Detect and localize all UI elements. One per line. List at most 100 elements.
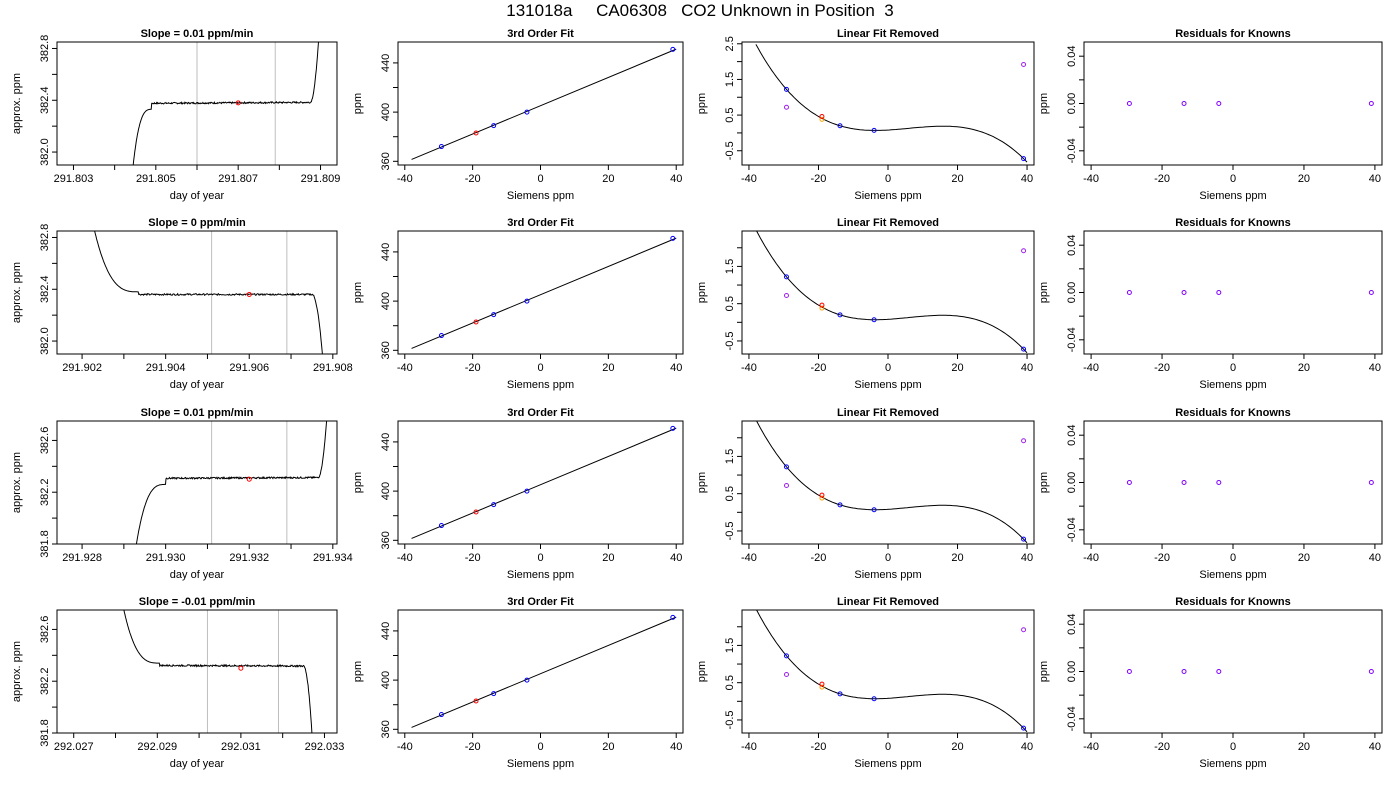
data-point — [837, 312, 843, 318]
y-axis-label: ppm — [696, 282, 708, 303]
x-tick-label: -40 — [741, 173, 757, 185]
x-tick-label: -20 — [811, 552, 827, 564]
y-axis-label: approx. ppm — [11, 262, 23, 323]
panel-r4c3: Linear Fit Removed -40 -20 0 20 40 -0.5 0.5 1.5 S… — [696, 596, 1035, 770]
y-tick-label: 382.2 — [39, 667, 51, 695]
y-tick-label: 0.04 — [1066, 424, 1078, 445]
panel-title: Slope = 0.01 ppm/min — [141, 28, 254, 40]
panel-r1c3: Linear Fit Removed -40 -20 0 20 40 -0.5 0.5 1.5 2… — [696, 28, 1035, 202]
x-tick-label: 40 — [1021, 362, 1033, 374]
x-tick-label: 20 — [1298, 741, 1310, 753]
y-tick-label: 382.6 — [39, 616, 51, 644]
x-tick-label: 291.904 — [146, 362, 186, 374]
x-axis-label: Siemens ppm — [854, 758, 921, 770]
x-tick-label: 0 — [885, 173, 891, 185]
x-tick-label: 40 — [670, 741, 682, 753]
x-tick-label: -40 — [1083, 741, 1099, 753]
x-tick-label: -40 — [741, 552, 757, 564]
x-axis-label: Siemens ppm — [854, 569, 921, 581]
y-tick-label: 0.04 — [1066, 45, 1078, 66]
x-tick-label: 40 — [1369, 362, 1381, 374]
data-point — [819, 114, 825, 120]
panel-r1c1: Slope = 0.01 ppm/min 291.803 291.805 291.80… — [11, 28, 340, 202]
data-point — [1368, 101, 1374, 106]
data-point — [871, 317, 877, 323]
data-point — [1368, 290, 1374, 295]
x-tick-label: 291.934 — [313, 552, 353, 564]
x-tick-label: 292.027 — [54, 741, 94, 753]
data-point — [819, 495, 825, 501]
residual-curve — [756, 231, 1028, 354]
y-tick-label: 440 — [380, 54, 392, 72]
x-tick-label: -20 — [811, 173, 827, 185]
x-tick-label: 40 — [1021, 173, 1033, 185]
data-point — [783, 653, 789, 659]
data-point — [1021, 156, 1027, 162]
x-tick-label: 20 — [951, 173, 963, 185]
panel-title: Linear Fit Removed — [837, 217, 939, 229]
y-axis-label: ppm — [352, 472, 364, 493]
panel-title: 3rd Order Fit — [507, 596, 574, 608]
unknown-marker — [246, 291, 252, 297]
panel-title: Linear Fit Removed — [837, 596, 939, 608]
data-point — [1021, 346, 1027, 352]
data-point — [670, 425, 676, 431]
data-point — [819, 305, 825, 311]
plot-area — [756, 610, 1028, 733]
plot-area — [132, 42, 319, 165]
x-tick-label: -20 — [1154, 362, 1170, 374]
y-tick-label: 0.04 — [1066, 234, 1078, 255]
x-tick-label: -40 — [741, 362, 757, 374]
y-axis-label: ppm — [352, 661, 364, 682]
x-tick-label: -20 — [1154, 173, 1170, 185]
x-tick-label: 40 — [670, 173, 682, 185]
y-tick-label: 0.00 — [1066, 661, 1078, 682]
figure-title: 131018a CA06308 CO2 Unknown in Position … — [506, 1, 894, 20]
x-tick-label: -40 — [1083, 362, 1099, 374]
y-tick-label: 381.8 — [39, 530, 51, 558]
y-tick-label: 360 — [380, 720, 392, 738]
y-axis-label: ppm — [696, 93, 708, 114]
x-tick-label: 0 — [885, 741, 891, 753]
x-tick-label: 20 — [602, 741, 614, 753]
panel-frame — [741, 609, 1035, 734]
data-point — [473, 319, 479, 325]
data-point — [1216, 101, 1222, 106]
fit-line — [411, 237, 677, 349]
y-tick-label: -0.04 — [1066, 517, 1078, 542]
panel-r3c4: Residuals for Knowns -40 -20 0 20 40 -0.04 0.00… — [1038, 407, 1383, 581]
x-tick-label: 20 — [1298, 552, 1310, 564]
data-point — [1126, 101, 1132, 106]
panel-r2c4: Residuals for Knowns -40 -20 0 20 40 -0.04 0.00… — [1038, 217, 1383, 391]
x-tick-label: -20 — [465, 741, 481, 753]
data-point — [1021, 725, 1027, 731]
plot-area — [411, 614, 677, 728]
x-axis-label: Siemens ppm — [854, 379, 921, 391]
y-axis-label: ppm — [1038, 93, 1050, 114]
panel-r4c1: Slope = -0.01 ppm/min 292.027 292.029 292.0… — [11, 596, 344, 770]
x-axis-label: Siemens ppm — [854, 190, 921, 202]
panel-frame — [56, 609, 338, 734]
x-tick-label: 40 — [1021, 552, 1033, 564]
x-tick-label: 292.031 — [221, 741, 261, 753]
trace-line — [123, 610, 313, 733]
plot-area — [755, 44, 1028, 163]
y-axis-label: approx. ppm — [11, 452, 23, 513]
y-tick-label: 1.5 — [724, 259, 736, 274]
x-tick-label: -40 — [397, 741, 413, 753]
panel-r4c4: Residuals for Knowns -40 -20 0 20 40 -0.04 0.00… — [1038, 596, 1383, 770]
plot-area — [411, 235, 677, 349]
data-point — [524, 677, 530, 683]
y-tick-label: 400 — [380, 103, 392, 121]
data-point — [491, 312, 497, 318]
panel-title: Residuals for Knowns — [1175, 217, 1291, 229]
x-axis-label: Siemens ppm — [1199, 758, 1266, 770]
y-tick-label: 1.5 — [724, 449, 736, 464]
panel-r3c3: Linear Fit Removed -40 -20 0 20 40 -0.5 0.5 1.5 S… — [696, 407, 1035, 581]
y-tick-label: -0.04 — [1066, 706, 1078, 731]
x-tick-label: 0 — [537, 362, 543, 374]
data-point — [837, 691, 843, 697]
data-point — [1126, 480, 1132, 485]
y-tick-label: 382.6 — [39, 427, 51, 455]
data-point — [819, 116, 825, 122]
